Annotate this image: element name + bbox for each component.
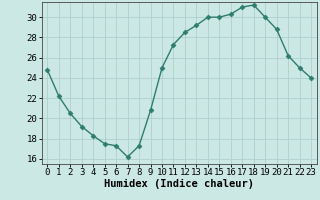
X-axis label: Humidex (Indice chaleur): Humidex (Indice chaleur) [104, 179, 254, 189]
